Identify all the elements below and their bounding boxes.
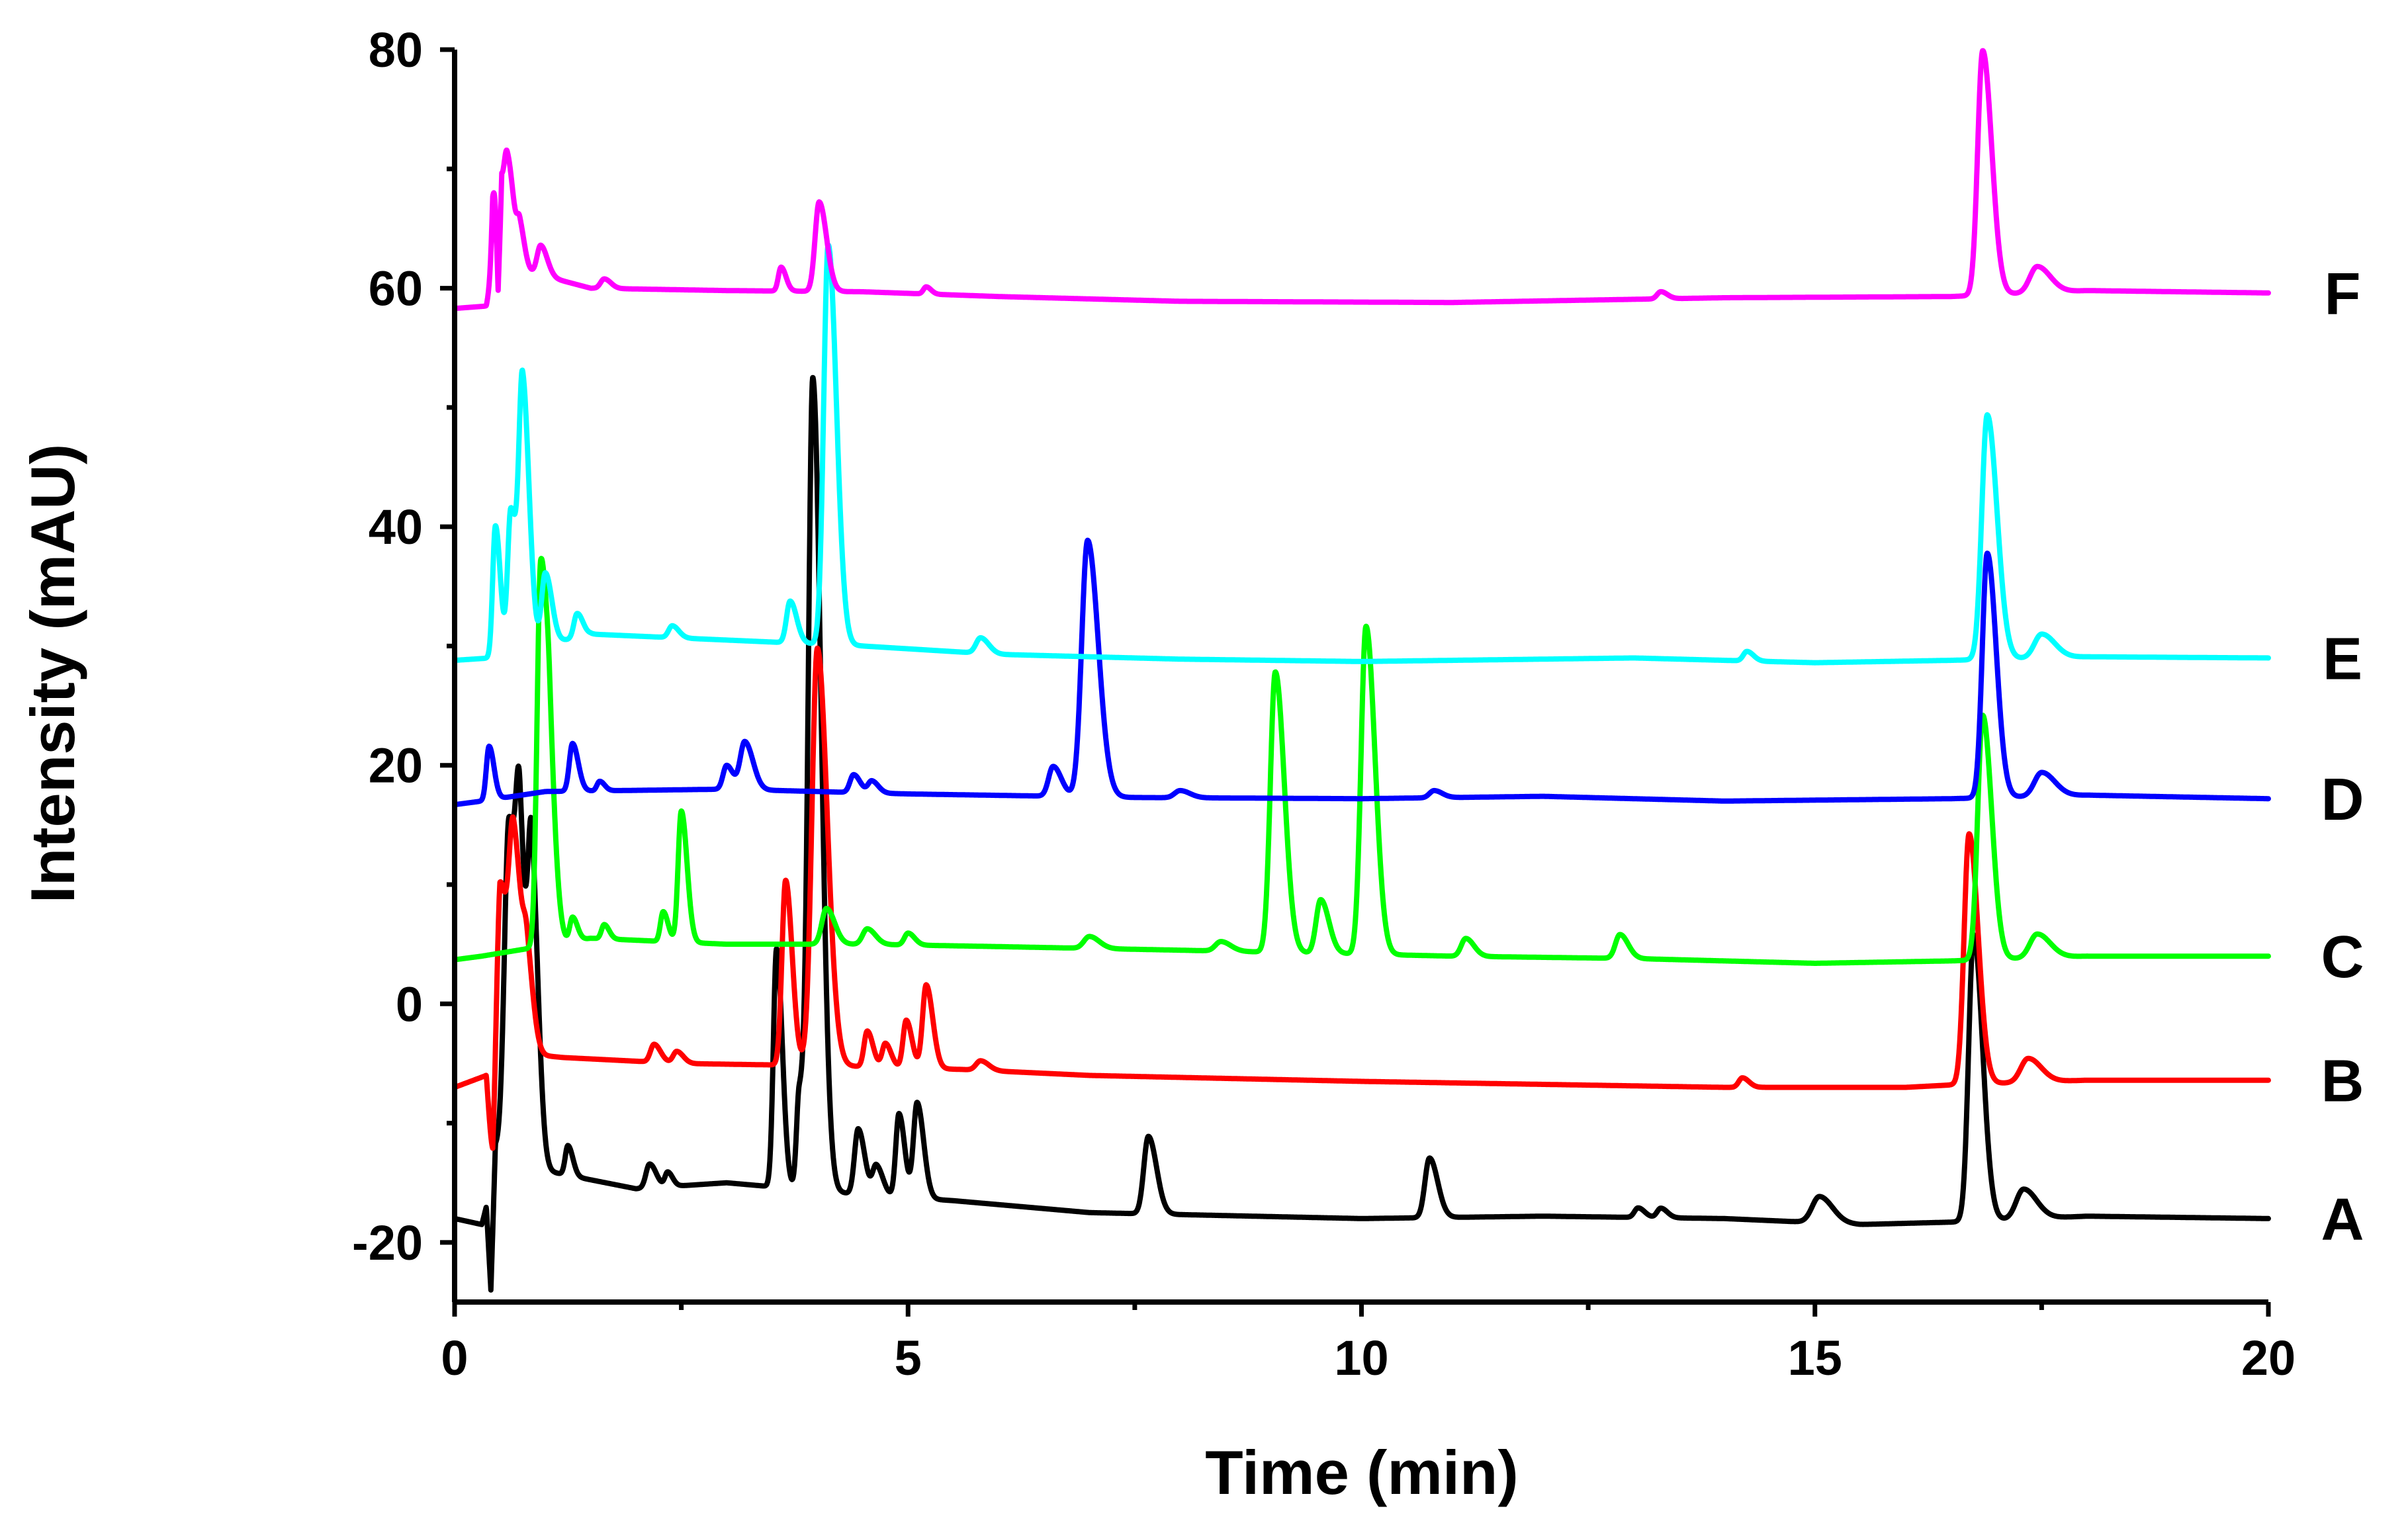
y-axis-title: Intensity (mAU)	[18, 444, 87, 904]
y-tick-label: 0	[396, 977, 423, 1031]
series-label-d: D	[2321, 767, 2364, 833]
x-axis-title: Time (min)	[1205, 1438, 1519, 1507]
y-tick-label: 20	[369, 738, 423, 793]
trace-c	[452, 556, 2271, 966]
y-tick-label: 60	[369, 261, 423, 316]
x-tick-label: 0	[441, 1331, 468, 1385]
y-tick-label: 40	[369, 500, 423, 554]
trace-e	[452, 242, 2271, 666]
trace-d	[452, 537, 2271, 808]
x-tick-label: 20	[2241, 1331, 2296, 1385]
trace-b	[452, 645, 2271, 1151]
x-tick-label: 10	[1334, 1331, 1388, 1385]
x-axis-ticks: 0 5 10 15 20	[441, 1302, 2296, 1385]
y-tick-label: -20	[352, 1215, 423, 1270]
chart-traces	[452, 48, 2271, 1293]
x-tick-label: 15	[1788, 1331, 1842, 1385]
y-axis-ticks: -20 0 20 40 60 80	[352, 22, 455, 1270]
y-tick-label: 80	[369, 22, 423, 77]
series-labels: A BC D E F	[2321, 261, 2364, 1253]
x-tick-label: 5	[895, 1331, 922, 1385]
series-label-e: E	[2323, 626, 2362, 692]
trace-f	[452, 48, 2271, 312]
series-label-b: B	[2321, 1049, 2364, 1115]
series-label-c: C	[2321, 924, 2364, 990]
trace-a	[452, 374, 2271, 1293]
series-label-f: F	[2325, 261, 2361, 327]
series-label-a: A	[2321, 1187, 2364, 1253]
